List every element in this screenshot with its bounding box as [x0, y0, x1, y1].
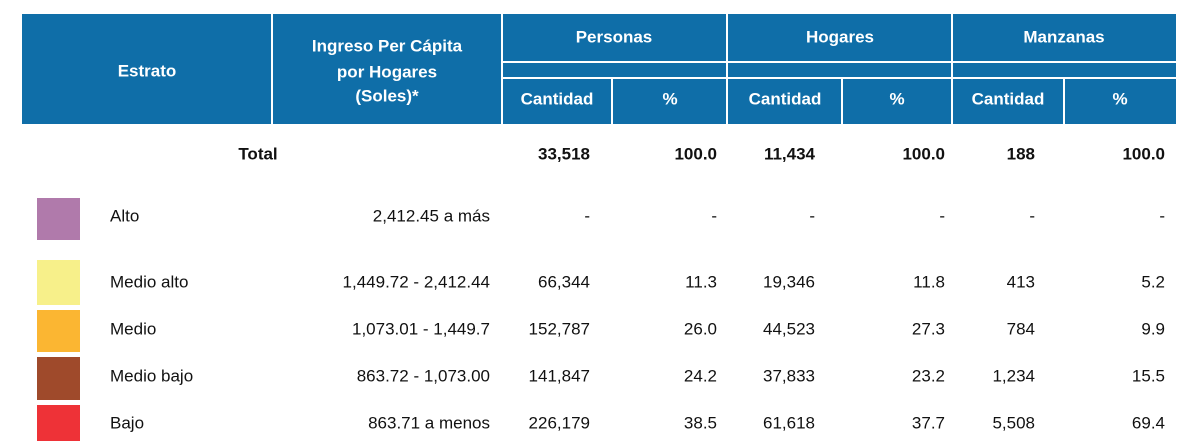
total-value: 100.0: [902, 144, 945, 163]
row-label: Alto: [110, 206, 139, 225]
row-value: 66,344: [538, 272, 590, 291]
header-group: Personas: [576, 27, 653, 46]
row-value: 5.2: [1141, 272, 1165, 291]
row-value: 11.3: [685, 272, 717, 291]
row-value: 784: [1007, 319, 1035, 338]
header-group: Hogares: [806, 27, 874, 46]
total-value: 188: [1007, 144, 1035, 163]
swatch: [37, 310, 80, 352]
header-ingreso: (Soles)*: [355, 86, 419, 105]
row-value: 19,346: [763, 272, 815, 291]
row-value: 413: [1007, 272, 1035, 291]
header-sub: Cantidad: [521, 89, 594, 108]
row-value: 11.8: [913, 272, 945, 291]
row-value: 226,179: [529, 413, 590, 432]
header-sub: Cantidad: [749, 89, 822, 108]
row-value: 23.2: [912, 366, 945, 385]
row-value: 5,508: [992, 413, 1035, 432]
row-value: 15.5: [1132, 366, 1165, 385]
header-bg: [22, 14, 1176, 124]
row-ingreso: 1,073.01 - 1,449.7: [352, 319, 490, 338]
total-value: 100.0: [674, 144, 717, 163]
total-label: Total: [238, 144, 277, 163]
row-value: 141,847: [529, 366, 590, 385]
row-value: -: [584, 206, 590, 225]
row-value: 44,523: [763, 319, 815, 338]
row-value: 1,234: [992, 366, 1035, 385]
swatch: [37, 260, 80, 305]
row-value: 37.7: [912, 413, 945, 432]
row-value: -: [1159, 206, 1165, 225]
row-value: 152,787: [529, 319, 590, 338]
header-sub: %: [1112, 89, 1127, 108]
row-value: 24.2: [684, 366, 717, 385]
header-estrato: Estrato: [118, 61, 177, 80]
row-ingreso: 863.72 - 1,073.00: [357, 366, 490, 385]
row-ingreso: 1,449.72 - 2,412.44: [343, 272, 490, 291]
header-sub: %: [662, 89, 677, 108]
header-ingreso: por Hogares: [337, 62, 437, 81]
row-label: Medio bajo: [110, 366, 193, 385]
row-value: 69.4: [1132, 413, 1165, 432]
row-value: -: [1029, 206, 1035, 225]
row-ingreso: 863.71 a menos: [368, 413, 490, 432]
row-value: 27.3: [912, 319, 945, 338]
row-value: 26.0: [684, 319, 717, 338]
row-label: Medio alto: [110, 272, 188, 291]
row-value: -: [711, 206, 717, 225]
row-value: -: [939, 206, 945, 225]
header-group: Manzanas: [1023, 27, 1104, 46]
swatch: [37, 357, 80, 400]
header-ingreso: Ingreso Per Cápita: [312, 36, 463, 55]
row-value: 61,618: [763, 413, 815, 432]
row-ingreso: 2,412.45 a más: [373, 206, 490, 225]
header-sub: %: [889, 89, 904, 108]
swatch: [37, 198, 80, 240]
row-value: -: [809, 206, 815, 225]
total-value: 33,518: [538, 144, 590, 163]
header-sub: Cantidad: [972, 89, 1045, 108]
row-value: 38.5: [684, 413, 717, 432]
row-value: 37,833: [763, 366, 815, 385]
total-value: 11,434: [764, 144, 816, 163]
swatch: [37, 405, 80, 441]
row-label: Medio: [110, 319, 156, 338]
total-value: 100.0: [1122, 144, 1165, 163]
row-value: 9.9: [1141, 319, 1165, 338]
row-label: Bajo: [110, 413, 144, 432]
